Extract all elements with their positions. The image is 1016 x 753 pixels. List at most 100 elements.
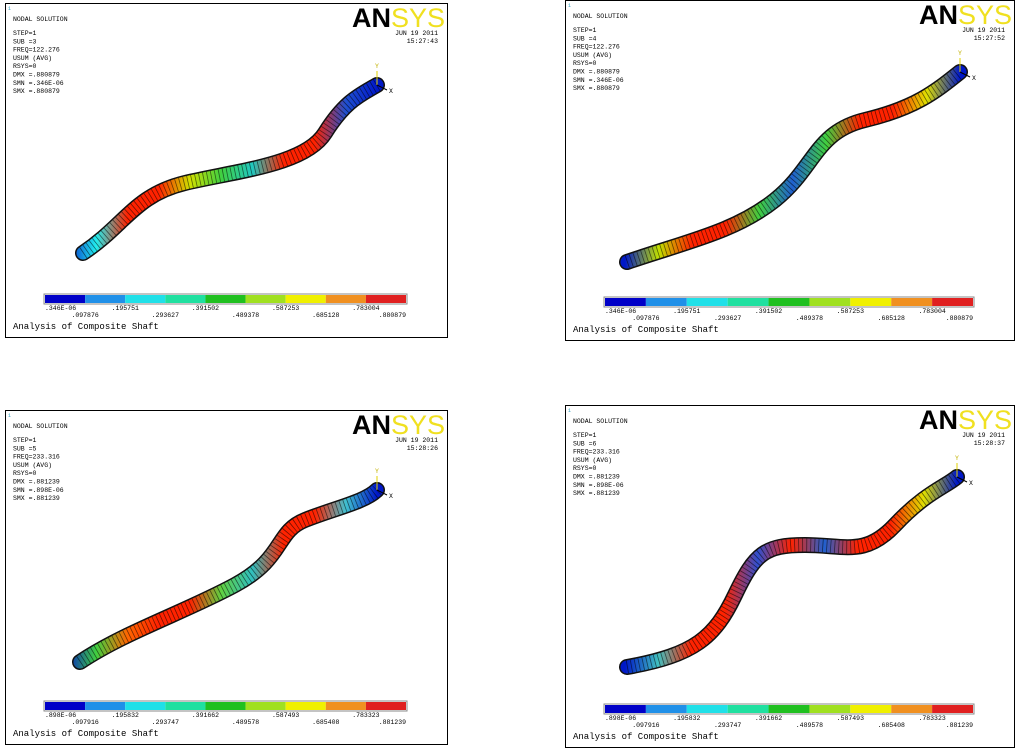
info-line: STEP=1 xyxy=(573,27,597,34)
legend-label: .293627 xyxy=(152,312,179,319)
legend-swatch xyxy=(769,298,810,306)
info-line: SMX =.880879 xyxy=(573,85,620,92)
info-line: SMX =.881239 xyxy=(13,495,60,502)
caption: Analysis of Composite Shaft xyxy=(13,322,159,332)
caption: Analysis of Composite Shaft xyxy=(573,732,719,742)
info-line: FREQ=122.276 xyxy=(573,44,620,51)
info-line: SMX =.880879 xyxy=(13,88,60,95)
legend-label: .587253 xyxy=(272,305,299,312)
legend-swatch xyxy=(45,702,85,710)
info-line: STEP=1 xyxy=(573,432,597,439)
panel: 1NODAL SOLUTIONSTEP=1SUB =6FREQ=233.316U… xyxy=(566,405,1015,748)
legend-label: .898E-06 xyxy=(45,712,76,719)
legend-label: .783323 xyxy=(918,715,945,722)
logo: ANSYS xyxy=(352,410,445,440)
legend-label: .685128 xyxy=(312,312,339,319)
info-line: SMN =.898E-06 xyxy=(573,482,624,489)
logo: ANSYS xyxy=(919,0,1012,30)
legend-swatch xyxy=(366,702,406,710)
plot-title: NODAL SOLUTION xyxy=(573,13,628,20)
date: JUN 19 2011 xyxy=(962,27,1005,34)
legend-swatch xyxy=(165,295,205,303)
info-line: USUM (AVG) xyxy=(13,55,52,62)
legend-label: .293627 xyxy=(714,315,741,322)
legend-label: .587253 xyxy=(837,308,864,315)
info-line: DMX =.880879 xyxy=(573,69,620,76)
logo-an: AN xyxy=(919,0,958,30)
info-line: FREQ=233.316 xyxy=(13,454,60,461)
legend-label: .391502 xyxy=(755,308,782,315)
time: 15:27:43 xyxy=(407,38,438,45)
legend-swatch xyxy=(769,705,810,713)
info-line: STEP=1 xyxy=(13,30,37,37)
caption: Analysis of Composite Shaft xyxy=(13,729,159,739)
legend-label: .881239 xyxy=(379,719,406,726)
legend-label: .195832 xyxy=(673,715,700,722)
info-line: RSYS=0 xyxy=(13,470,37,477)
panel-frame xyxy=(566,406,1015,748)
legend-label: .881239 xyxy=(946,722,973,729)
legend-label: .391662 xyxy=(755,715,782,722)
time: 15:27:52 xyxy=(974,35,1005,42)
legend-label: .685128 xyxy=(878,315,905,322)
window-marker: 1 xyxy=(568,408,571,414)
logo-an: AN xyxy=(919,405,958,435)
legend-swatch xyxy=(246,295,286,303)
legend-label: .783323 xyxy=(352,712,379,719)
legend-swatch xyxy=(850,705,891,713)
axis-label-y: Y xyxy=(375,468,379,475)
legend-label: .293747 xyxy=(152,719,179,726)
info-line: RSYS=0 xyxy=(573,60,597,67)
legend-swatch xyxy=(728,298,769,306)
logo: ANSYS xyxy=(352,3,445,33)
legend-swatch xyxy=(891,705,932,713)
legend-label: .489378 xyxy=(796,315,823,322)
info-line: SUB =3 xyxy=(13,38,37,45)
legend-swatch xyxy=(932,298,973,306)
legend-swatch xyxy=(326,295,366,303)
info-line: DMX =.880879 xyxy=(13,72,60,79)
info-line: FREQ=233.316 xyxy=(573,449,620,456)
logo-sys: SYS xyxy=(391,3,445,33)
date: JUN 19 2011 xyxy=(395,30,438,37)
legend-label: .489578 xyxy=(232,719,259,726)
info-line: SMX =.881239 xyxy=(573,490,620,497)
info-line: DMX =.881239 xyxy=(573,474,620,481)
legend-label: .685408 xyxy=(312,719,339,726)
legend-label: .195751 xyxy=(673,308,700,315)
legend-label: .898E-06 xyxy=(605,715,636,722)
legend-label: .293747 xyxy=(714,722,741,729)
screenshot: 1NODAL SOLUTIONSTEP=1SUB =3FREQ=122.276U… xyxy=(0,0,1016,749)
legend-label: .783004 xyxy=(918,308,945,315)
legend-label: .391502 xyxy=(192,305,219,312)
legend-swatch xyxy=(932,705,973,713)
legend-label: .489378 xyxy=(232,312,259,319)
legend-swatch xyxy=(687,298,728,306)
axis-label-y: Y xyxy=(375,63,379,70)
date: JUN 19 2011 xyxy=(395,437,438,444)
legend-swatch xyxy=(809,705,850,713)
legend-label: .195751 xyxy=(112,305,139,312)
time: 15:28:37 xyxy=(974,440,1005,447)
legend-swatch xyxy=(728,705,769,713)
legend-swatch xyxy=(646,705,687,713)
legend-label: .097876 xyxy=(632,315,659,322)
window-marker: 1 xyxy=(8,413,11,419)
info-line: SUB =6 xyxy=(573,440,597,447)
legend-swatch xyxy=(809,298,850,306)
panel-frame xyxy=(6,411,448,745)
caption: Analysis of Composite Shaft xyxy=(573,325,719,335)
legend-label: .391662 xyxy=(192,712,219,719)
legend-swatch xyxy=(205,702,245,710)
logo-sys: SYS xyxy=(391,410,445,440)
plot-title: NODAL SOLUTION xyxy=(13,16,68,23)
legend-label: .097916 xyxy=(71,719,98,726)
plot-title: NODAL SOLUTION xyxy=(13,423,68,430)
legend-label: .685408 xyxy=(878,722,905,729)
axis-label-y: Y xyxy=(958,50,962,57)
logo-an: AN xyxy=(352,410,391,440)
window-marker: 1 xyxy=(568,3,571,9)
axis-label-x: X xyxy=(969,480,973,487)
